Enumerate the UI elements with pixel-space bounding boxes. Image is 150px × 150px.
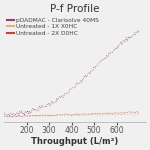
Untreated - 2X D0HC — [3, 115, 5, 117]
pDADMAC - Clarisolve 40MS — [55, 101, 57, 103]
pDADMAC - Clarisolve 40MS — [134, 33, 136, 35]
Line: Untreated - 2X D0HC: Untreated - 2X D0HC — [4, 111, 139, 117]
Untreated - 1X X0HC — [135, 113, 137, 115]
Untreated - 2X D0HC — [134, 111, 136, 113]
Line: pDADMAC - Clarisolve 40MS: pDADMAC - Clarisolve 40MS — [4, 30, 139, 116]
Untreated - 2X D0HC — [138, 111, 140, 113]
Untreated - 1X X0HC — [55, 115, 57, 117]
Untreated - 1X X0HC — [20, 116, 22, 118]
Untreated - 1X X0HC — [6, 115, 7, 117]
Line: Untreated - 1X X0HC: Untreated - 1X X0HC — [4, 113, 139, 117]
pDADMAC - Clarisolve 40MS — [3, 112, 5, 113]
Untreated - 2X D0HC — [19, 115, 21, 117]
Untreated - 1X X0HC — [124, 113, 126, 115]
Untreated - 2X D0HC — [32, 114, 34, 116]
pDADMAC - Clarisolve 40MS — [138, 29, 140, 31]
Untreated - 1X X0HC — [131, 112, 133, 114]
pDADMAC - Clarisolve 40MS — [6, 113, 7, 115]
Untreated - 2X D0HC — [21, 116, 23, 118]
Untreated - 1X X0HC — [3, 116, 5, 117]
Legend: pDADMAC - Clarisolve 40MS, Untreated - 1X X0HC, Untreated - 2X D0HC: pDADMAC - Clarisolve 40MS, Untreated - 1… — [6, 17, 99, 37]
Title: P-f Profile: P-f Profile — [50, 4, 100, 14]
X-axis label: Throughput (L/m²): Throughput (L/m²) — [31, 137, 119, 146]
Untreated - 1X X0HC — [32, 115, 34, 117]
pDADMAC - Clarisolve 40MS — [32, 108, 34, 109]
Untreated - 1X X0HC — [138, 114, 140, 115]
pDADMAC - Clarisolve 40MS — [124, 41, 126, 43]
Untreated - 2X D0HC — [6, 115, 7, 117]
Untreated - 1X X0HC — [7, 116, 9, 118]
Untreated - 2X D0HC — [136, 111, 138, 112]
Untreated - 2X D0HC — [55, 114, 57, 116]
Untreated - 2X D0HC — [124, 112, 126, 114]
pDADMAC - Clarisolve 40MS — [20, 113, 22, 114]
pDADMAC - Clarisolve 40MS — [9, 115, 10, 117]
